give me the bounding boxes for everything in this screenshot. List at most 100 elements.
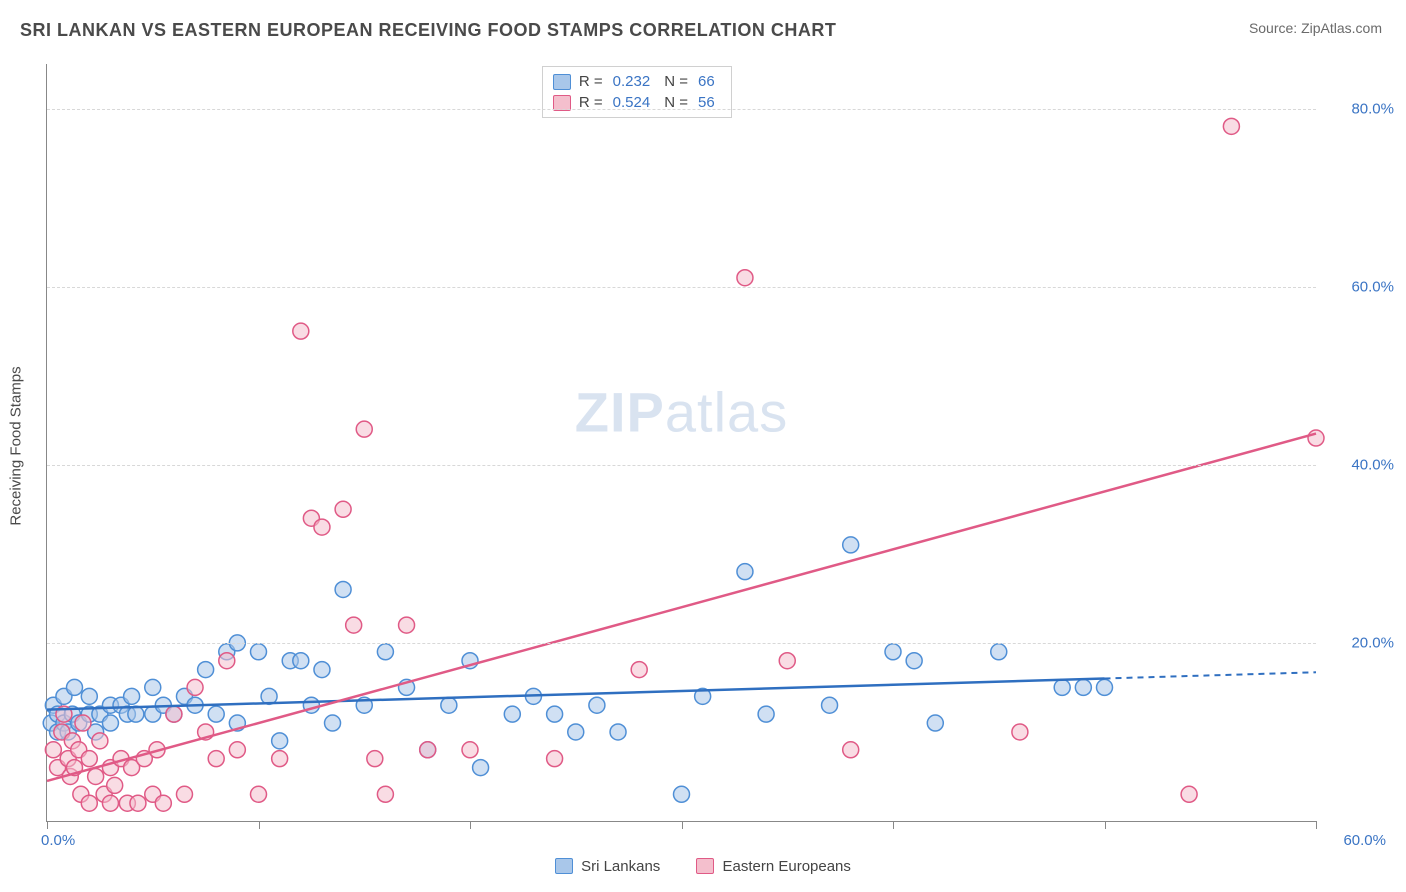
chart-plot-area: ZIPatlas R = 0.232 N = 66 R = 0.524 N = …: [46, 64, 1316, 822]
data-point: [631, 662, 647, 678]
data-point: [251, 644, 267, 660]
data-point: [441, 697, 457, 713]
data-point: [314, 519, 330, 535]
x-tick: [470, 821, 471, 829]
data-point: [1223, 118, 1239, 134]
y-tick-label: 60.0%: [1324, 278, 1394, 295]
data-point: [473, 760, 489, 776]
trend-line-extrapolated: [1105, 672, 1317, 678]
data-point: [176, 786, 192, 802]
gridline: [47, 287, 1316, 288]
legend-item-sri-lankans: Sri Lankans: [555, 858, 660, 875]
data-point: [187, 679, 203, 695]
data-point: [293, 323, 309, 339]
swatch-icon: [696, 858, 714, 874]
data-point: [779, 653, 795, 669]
data-point: [589, 697, 605, 713]
data-point: [229, 742, 245, 758]
data-point: [420, 742, 436, 758]
data-point: [568, 724, 584, 740]
data-point: [66, 679, 82, 695]
data-point: [927, 715, 943, 731]
data-point: [166, 706, 182, 722]
data-point: [208, 706, 224, 722]
y-tick-label: 20.0%: [1324, 634, 1394, 651]
data-point: [737, 270, 753, 286]
data-point: [758, 706, 774, 722]
swatch-icon: [555, 858, 573, 874]
data-point: [155, 795, 171, 811]
data-point: [81, 795, 97, 811]
data-point: [88, 768, 104, 784]
data-point: [335, 501, 351, 517]
data-point: [130, 795, 146, 811]
data-point: [107, 777, 123, 793]
x-tick-label: 0.0%: [41, 832, 75, 849]
data-point: [1308, 430, 1324, 446]
data-point: [81, 751, 97, 767]
data-point: [547, 706, 563, 722]
data-point: [325, 715, 341, 731]
data-point: [906, 653, 922, 669]
data-point: [610, 724, 626, 740]
data-point: [547, 751, 563, 767]
data-point: [1012, 724, 1028, 740]
data-point: [128, 706, 144, 722]
data-point: [674, 786, 690, 802]
data-point: [843, 742, 859, 758]
data-point: [885, 644, 901, 660]
data-point: [367, 751, 383, 767]
x-tick: [1105, 821, 1106, 829]
gridline: [47, 109, 1316, 110]
chart-title: SRI LANKAN VS EASTERN EUROPEAN RECEIVING…: [20, 20, 836, 41]
series-legend: Sri Lankans Eastern Europeans: [0, 858, 1406, 879]
data-point: [81, 688, 97, 704]
data-point: [377, 644, 393, 660]
x-tick-label: 60.0%: [1292, 832, 1386, 849]
data-point: [124, 688, 140, 704]
data-point: [1054, 679, 1070, 695]
x-tick: [682, 821, 683, 829]
data-point: [1075, 679, 1091, 695]
data-point: [251, 786, 267, 802]
data-point: [314, 662, 330, 678]
data-point: [356, 421, 372, 437]
data-point: [1181, 786, 1197, 802]
data-point: [399, 617, 415, 633]
data-point: [346, 617, 362, 633]
legend-item-eastern-europeans: Eastern Europeans: [696, 858, 850, 875]
x-tick: [259, 821, 260, 829]
data-point: [1097, 679, 1113, 695]
data-point: [737, 564, 753, 580]
data-point: [272, 733, 288, 749]
data-point: [45, 742, 61, 758]
scatter-svg: [47, 64, 1316, 821]
data-point: [75, 715, 91, 731]
data-point: [462, 742, 478, 758]
data-point: [822, 697, 838, 713]
data-point: [92, 733, 108, 749]
data-point: [198, 662, 214, 678]
data-point: [145, 679, 161, 695]
source-attribution: Source: ZipAtlas.com: [1249, 20, 1382, 36]
data-point: [991, 644, 1007, 660]
data-point: [102, 795, 118, 811]
legend-label-eastern-europeans: Eastern Europeans: [722, 858, 850, 875]
data-point: [377, 786, 393, 802]
data-point: [843, 537, 859, 553]
x-tick: [893, 821, 894, 829]
legend-label-sri-lankans: Sri Lankans: [581, 858, 660, 875]
trend-line: [47, 679, 1105, 710]
y-tick-label: 80.0%: [1324, 100, 1394, 117]
data-point: [293, 653, 309, 669]
data-point: [219, 653, 235, 669]
gridline: [47, 465, 1316, 466]
data-point: [335, 581, 351, 597]
x-tick: [1316, 821, 1317, 829]
trend-line: [47, 434, 1316, 781]
y-axis-label: Receiving Food Stamps: [8, 366, 25, 525]
y-tick-label: 40.0%: [1324, 456, 1394, 473]
data-point: [102, 715, 118, 731]
data-point: [504, 706, 520, 722]
x-tick: [47, 821, 48, 829]
